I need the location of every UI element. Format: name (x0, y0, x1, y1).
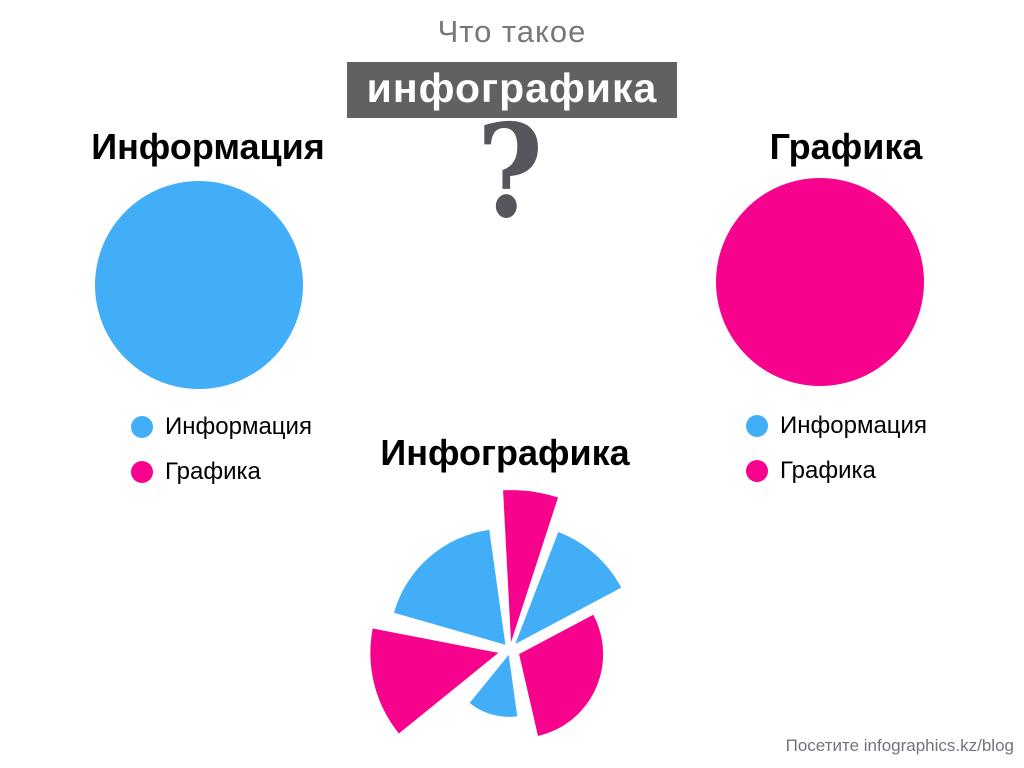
legend-label: Информация (165, 413, 312, 440)
blue-legend-dot (131, 416, 153, 438)
footer-credit: Посетите infographics.kz/blog (785, 736, 1014, 755)
page-title: Что такое (437, 14, 587, 49)
center-chart-heading: Инфографика (380, 432, 630, 473)
infographics-pie (370, 490, 622, 736)
pie-slice-blue-upper-right (515, 531, 622, 645)
left-legend-item-graphics: Графика (131, 458, 261, 486)
right-chart-heading: Графика (769, 126, 923, 167)
right-legend-item-information: Информация (746, 412, 927, 440)
title-badge-wrap: инфографика (0, 62, 1024, 118)
left-chart-heading: Информация (91, 126, 325, 167)
right-legend-item-graphics: Графика (746, 457, 876, 485)
information-circle (95, 181, 303, 389)
pie-slice-pink-left (370, 628, 499, 734)
pie-slice-pink-top (503, 490, 559, 643)
pink-legend-dot (131, 461, 153, 483)
legend-label: Графика (780, 457, 876, 484)
pink-legend-dot (746, 460, 768, 482)
pie-slice-blue-bottom (469, 654, 518, 717)
left-legend-item-information: Информация (131, 413, 312, 441)
question-mark: ? (477, 97, 543, 247)
title-badge: инфографика (346, 62, 678, 118)
pie-slice-blue-upper-left (393, 529, 506, 645)
pie-slice-pink-lower-right (519, 614, 604, 736)
legend-label: Графика (165, 458, 261, 485)
legend-label: Информация (780, 412, 927, 439)
blue-legend-dot (746, 415, 768, 437)
graphics-circle (716, 178, 924, 386)
